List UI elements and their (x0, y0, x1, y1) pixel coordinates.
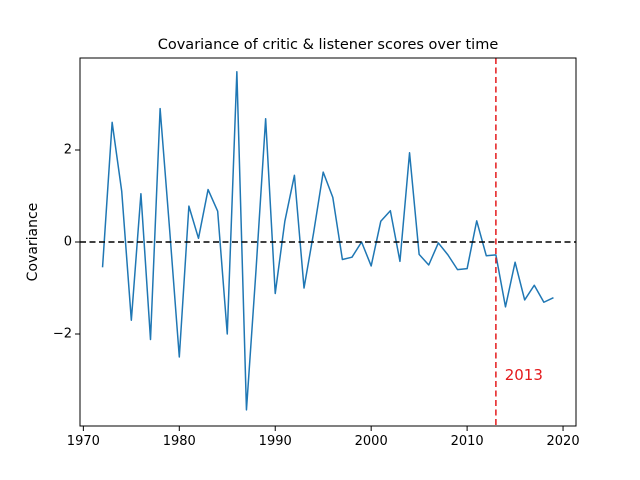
y-tick-label: −2 (53, 327, 72, 342)
x-tick-label: 2000 (355, 434, 388, 449)
annotation-label: 2013 (505, 366, 543, 384)
x-tick-label: 1990 (259, 434, 292, 449)
y-tick-label: 2 (64, 143, 72, 158)
chart-title: Covariance of critic & listener scores o… (158, 37, 499, 53)
plot-area: 2013 1970 1980 1990 2000 2010 2020 −2 0 2 (53, 57, 580, 449)
series-line-0 (101, 71, 554, 411)
x-tick-label: 1980 (163, 434, 196, 449)
y-tick-label: 0 (64, 235, 72, 250)
x-tick-label: 1970 (67, 434, 100, 449)
x-tick-label: 2010 (451, 434, 484, 449)
x-tick-label: 2020 (547, 434, 580, 449)
y-axis-title: Covariance (25, 203, 41, 282)
